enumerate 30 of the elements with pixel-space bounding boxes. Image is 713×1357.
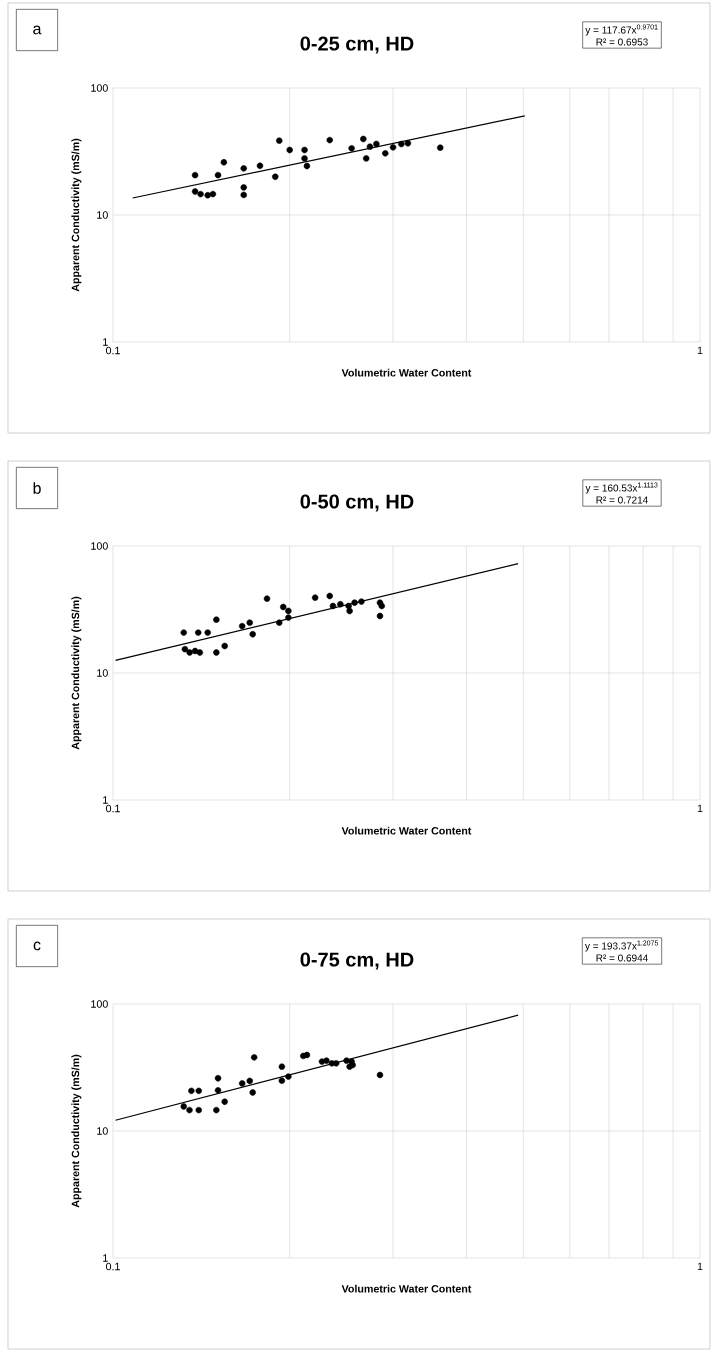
y-tick-label: 10: [97, 211, 108, 219]
chart-title: 0-25 cm, HD: [300, 36, 414, 54]
y-tick-label: 100: [91, 84, 108, 92]
text: b: [33, 482, 41, 494]
text: y = 160.53x$^{1.1113}$: [585, 482, 658, 494]
y-tick-label: 100: [91, 1000, 108, 1008]
x-tick-label: 0.1: [105, 346, 120, 355]
text: c: [33, 941, 41, 951]
y-axis-title: Apparent Conductivity (mS/m): [71, 138, 82, 292]
text: y = 193.37x$^{1.2075}$: [584, 940, 659, 952]
chart-title: 0-50 cm, HD: [300, 494, 414, 512]
x-tick-label: 0.1: [105, 1262, 120, 1271]
y-tick-label: 1: [103, 796, 108, 804]
y-tick-label: 1: [103, 1254, 108, 1262]
text: R² = 0.6953: [596, 38, 648, 46]
x-axis-title: Volumetric Water Content: [341, 368, 472, 377]
text: y = 117.67x$^{0.9701}$: [585, 24, 658, 36]
text: R² = 0.7214: [596, 496, 648, 504]
chart-title: 0-75 cm, HD: [300, 952, 414, 970]
x-tick-label: 0.1: [105, 804, 120, 813]
x-axis-title: Volumetric Water Content: [341, 1284, 472, 1293]
text: R² = 0.6944: [596, 954, 648, 962]
y-tick-label: 10: [97, 1127, 108, 1135]
y-axis-title: Apparent Conductivity (mS/m): [71, 596, 82, 750]
text: a: [33, 25, 42, 35]
y-tick-label: 100: [91, 542, 108, 550]
y-tick-label: 1: [103, 338, 108, 346]
y-tick-label: 10: [97, 669, 108, 677]
x-axis-title: Volumetric Water Content: [341, 826, 472, 835]
y-axis-title: Apparent Conductivity (mS/m): [71, 1054, 82, 1208]
